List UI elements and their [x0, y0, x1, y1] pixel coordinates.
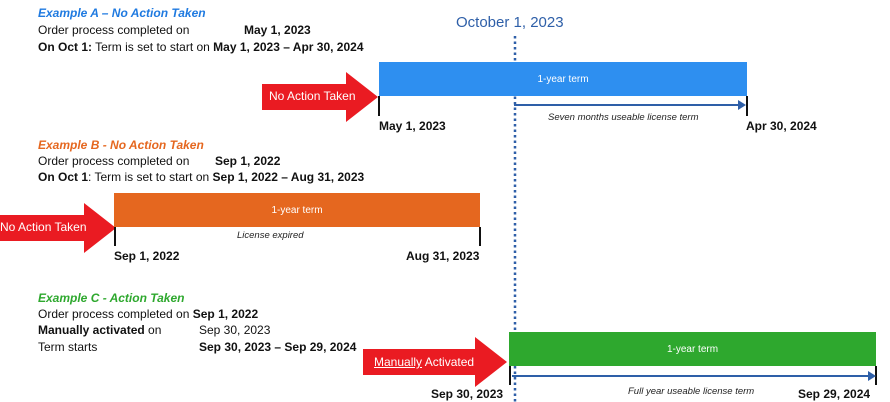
example-a-arrow-label: No Action Taken: [269, 89, 356, 103]
example-b-end-date: Aug 31, 2023: [406, 249, 480, 263]
example-c-end-tick: [875, 366, 877, 385]
example-a-end-date: Apr 30, 2024: [746, 119, 817, 133]
example-c-line2-label-wrap: Manually activated on: [38, 323, 161, 337]
example-c-title: Example C - Action Taken: [38, 291, 185, 305]
example-a-line1-value: May 1, 2023: [244, 23, 311, 37]
example-a-title: Example A – No Action Taken: [38, 6, 206, 20]
example-c-note: Full year useable license term: [628, 386, 755, 397]
example-b-start-date: Sep 1, 2022: [114, 249, 180, 263]
example-c-term-bar: 1-year term: [509, 332, 876, 366]
example-a-useable-arrow: [514, 100, 746, 110]
example-a-term-bar: 1-year term: [379, 62, 747, 96]
example-a-end-tick: [746, 96, 748, 116]
example-c-line3-label: Term starts: [38, 340, 98, 354]
example-c-line3-value: Sep 30, 2023 – Sep 29, 2024: [199, 340, 357, 354]
example-b-line2: On Oct 1: Term is set to start on Sep 1,…: [38, 170, 364, 184]
example-a-start-tick: [378, 96, 380, 116]
example-c-line2-value: Sep 30, 2023: [199, 323, 271, 337]
divider-label: October 1, 2023: [456, 14, 564, 31]
example-c-line2-label-suffix: on: [144, 323, 162, 337]
example-a-line2-value: May 1, 2023 – Apr 30, 2024: [213, 40, 364, 54]
example-a-start-date: May 1, 2023: [379, 119, 446, 133]
example-c-start-tick: [509, 366, 511, 385]
example-c-line1-value: Sep 1, 2022: [192, 307, 259, 321]
example-b-title: Example B - No Action Taken: [38, 138, 204, 152]
example-c-arrow-label-underlined: Manually: [374, 355, 423, 369]
example-c-line1-label: Order process completed on: [38, 307, 193, 321]
example-a-line2: On Oct 1: Term is set to start on May 1,…: [38, 40, 364, 54]
example-b-line2-value: Sep 1, 2022 – Aug 31, 2023: [212, 170, 365, 184]
example-b-arrow-label: No Action Taken: [0, 220, 87, 234]
example-a-note: Seven months useable license term: [548, 112, 699, 123]
example-b-line2-prefix: On Oct 1: [38, 170, 89, 184]
example-c-line1: Order process completed on Sep 1, 2022: [38, 307, 258, 321]
example-b-end-tick: [479, 227, 481, 246]
example-b-term-bar: 1-year term: [114, 193, 480, 227]
example-b-line2-mid: : Term is set to start on: [88, 170, 213, 184]
example-b-line1-label: Order process completed on: [38, 154, 190, 168]
example-a-line2-prefix: On Oct 1:: [38, 40, 93, 54]
example-c-bar-label: 1-year term: [666, 343, 719, 355]
example-a-red-arrow: [262, 72, 378, 122]
example-b-bar-label: 1-year term: [271, 204, 323, 216]
example-c-arrow-label-rest: Activated: [422, 355, 475, 369]
example-c-arrow-label: Manually Activated: [374, 355, 474, 369]
example-b-note: License expired: [237, 230, 304, 241]
example-c-start-date: Sep 30, 2023: [431, 387, 504, 401]
example-c-end-date: Sep 29, 2024: [798, 387, 871, 401]
example-c-useable-arrow: [512, 371, 876, 381]
example-a-line2-mid: Term is set to start on: [92, 40, 214, 54]
example-a-line1-label: Order process completed on: [38, 23, 190, 37]
example-c-red-arrow: [363, 337, 507, 387]
example-c-line2-label: Manually activated: [38, 323, 145, 337]
example-b-line1-value: Sep 1, 2022: [215, 154, 281, 168]
example-a-bar-label: 1-year term: [537, 73, 589, 85]
example-b-start-tick: [114, 227, 116, 246]
example-b-red-arrow: [0, 203, 116, 253]
